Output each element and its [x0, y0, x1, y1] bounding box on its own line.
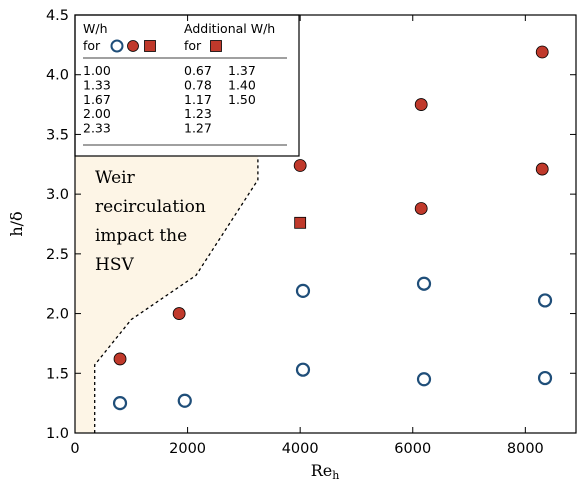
legend-box [74, 14, 300, 157]
legend-col1-value: 2.00 [83, 106, 111, 121]
legend-col2-square-marker [210, 40, 222, 52]
legend-col1-header-1: W/h [83, 21, 108, 36]
region-label-line-4: HSV [95, 255, 134, 275]
data-point-filled-square-1 [294, 216, 307, 229]
data-point-open-circle-3 [295, 362, 311, 377]
region-label-line-1: Weir [95, 168, 136, 188]
data-point-open-circle-1 [112, 396, 128, 411]
x-axis-title: Reh [311, 461, 340, 482]
legend-value-rows: 1.001.331.672.002.33 0.670.781.171.231.27… [83, 63, 256, 136]
data-point-open-circle-8 [537, 293, 553, 308]
data-point-filled-circle-6 [535, 162, 549, 176]
legend-col2-value: 1.17 [184, 92, 212, 107]
legend-col3-value: 1.37 [228, 63, 256, 78]
data-point-filled-circle-3 [293, 159, 307, 172]
data-point-open-circle-2 [177, 393, 192, 408]
x-tick-label: 2000 [169, 441, 206, 457]
legend-filled-circle-marker [127, 40, 139, 52]
legend-col2-value: 1.27 [184, 121, 212, 136]
legend: W/h for Additional W/h for 1.001.331.672… [74, 14, 300, 157]
legend-col2-header-1: Additional W/h [184, 21, 275, 36]
legend-col1-header-2: for [83, 38, 101, 53]
y-tick-label: 1.0 [46, 426, 69, 442]
data-point-open-circle-6 [295, 283, 311, 298]
data-points [112, 45, 553, 411]
x-tick-label: 4000 [282, 441, 319, 457]
legend-filled-square-marker [144, 40, 156, 52]
region-fill [75, 151, 258, 433]
y-tick-label: 3.0 [46, 187, 69, 203]
legend-col1-value: 1.33 [83, 77, 111, 92]
y-tick-label: 2.5 [46, 247, 69, 263]
data-point-filled-circle-5 [414, 98, 428, 111]
legend-col2-value: 1.23 [184, 106, 212, 121]
legend-col1-value: 1.00 [83, 63, 111, 78]
data-point-open-circle-4 [416, 372, 432, 387]
legend-col2-header-2: for [184, 38, 202, 53]
data-point-open-circle-7 [416, 276, 432, 291]
y-tick-label: 2.0 [46, 307, 69, 323]
data-point-open-circle-5 [537, 370, 553, 386]
plot-frame [74, 14, 577, 434]
legend-col2-value: 0.67 [184, 63, 212, 78]
legend-col3-value: 1.40 [228, 77, 256, 92]
region-boundary-line [94, 151, 259, 433]
y-axis-title: h/δ [7, 211, 26, 236]
y-tick-label: 3.5 [46, 127, 69, 143]
legend-open-circle-marker [110, 39, 124, 53]
data-point-filled-circle-4 [414, 202, 428, 215]
y-tick-label: 4.5 [46, 8, 69, 24]
y-tick-label: 1.5 [46, 366, 69, 382]
legend-col2-value: 0.78 [184, 77, 212, 92]
weir-recirculation-region: Weir recirculation impact the HSV [75, 151, 259, 433]
y-tick-label: 4.0 [46, 68, 69, 84]
legend-col1-value: 2.33 [83, 121, 111, 136]
x-tick-label: 8000 [507, 441, 544, 457]
legend-col3-value: 1.50 [228, 92, 256, 107]
x-tick-label: 6000 [394, 441, 431, 457]
region-label-line-2: recirculation [95, 197, 206, 217]
data-point-filled-circle-2 [172, 307, 186, 320]
x-tick-label: 0 [70, 441, 79, 457]
axes: 0 2000 4000 6000 8000 1.0 1.5 2.0 2.5 3.0 3.5 4.0 4.… [46, 8, 577, 457]
legend-col1-value: 1.67 [83, 92, 111, 107]
region-label-line-3: impact the [95, 226, 187, 246]
data-point-filled-circle-1 [113, 352, 127, 366]
data-point-filled-circle-7 [535, 45, 549, 59]
